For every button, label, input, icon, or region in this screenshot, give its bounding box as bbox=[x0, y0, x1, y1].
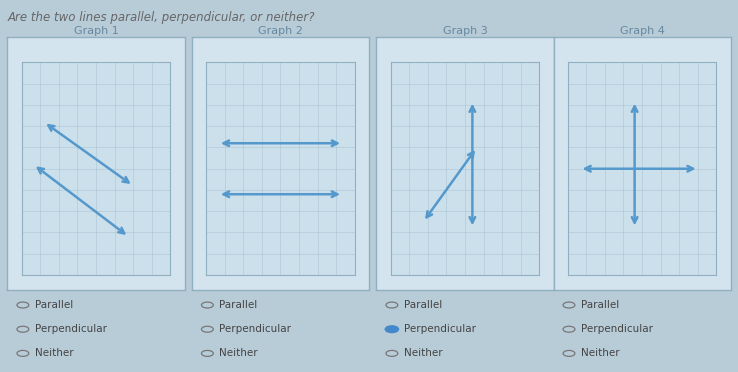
Text: Perpendicular: Perpendicular bbox=[219, 324, 292, 334]
Title: Graph 3: Graph 3 bbox=[443, 26, 487, 36]
Title: Graph 1: Graph 1 bbox=[74, 26, 118, 36]
Text: Parallel: Parallel bbox=[219, 300, 258, 310]
Text: Parallel: Parallel bbox=[35, 300, 73, 310]
Text: Parallel: Parallel bbox=[404, 300, 442, 310]
Title: Graph 4: Graph 4 bbox=[620, 26, 664, 36]
Text: Perpendicular: Perpendicular bbox=[581, 324, 653, 334]
Title: Graph 2: Graph 2 bbox=[258, 26, 303, 36]
Text: Perpendicular: Perpendicular bbox=[35, 324, 107, 334]
Text: Neither: Neither bbox=[581, 349, 619, 358]
Text: Perpendicular: Perpendicular bbox=[404, 324, 476, 334]
Text: Parallel: Parallel bbox=[581, 300, 619, 310]
Text: Neither: Neither bbox=[219, 349, 258, 358]
Text: Are the two lines parallel, perpendicular, or neither?: Are the two lines parallel, perpendicula… bbox=[7, 11, 315, 24]
Text: Neither: Neither bbox=[404, 349, 442, 358]
Text: Neither: Neither bbox=[35, 349, 73, 358]
